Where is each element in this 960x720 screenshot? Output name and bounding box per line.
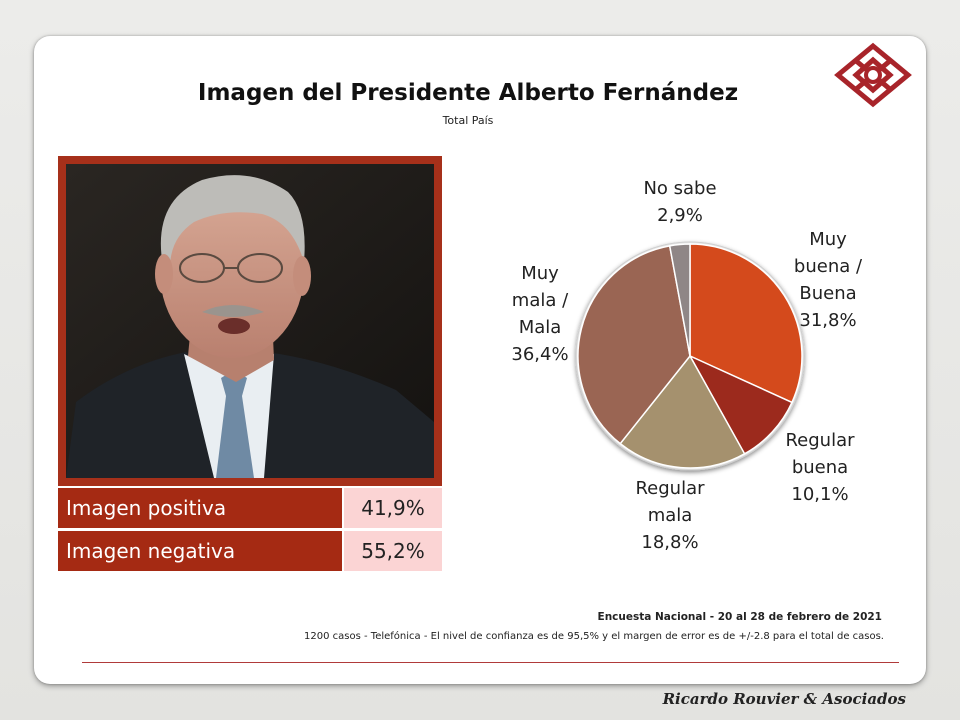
survey-note: 1200 casos - Telefónica - El nivel de co…	[304, 631, 884, 642]
pie-label-text: No sabe	[643, 178, 717, 199]
pie-value-text: 2,9%	[657, 205, 703, 226]
diamond-lattice-logo	[834, 42, 912, 108]
pie-label-text: Buena	[799, 283, 857, 304]
image-summary-table: Imagen positiva 41,9% Imagen negativa 55…	[58, 488, 442, 574]
pie-label-text: mala	[647, 505, 693, 526]
photo-frame	[58, 156, 442, 486]
pie-label-text: mala /	[511, 290, 569, 311]
pie-label-text: buena /	[793, 256, 863, 277]
pie-value-text: 18,8%	[641, 532, 699, 553]
pie-label-text: Muy	[809, 229, 847, 250]
pie-label-text: buena	[791, 457, 849, 478]
footer-divider	[82, 662, 899, 663]
pie-label-no-sabe: No sabe 2,9%	[628, 175, 732, 229]
pie-label-regular-mala: Regular mala 18,8%	[622, 475, 718, 556]
pie-label-regular-buena: Regular buena 10,1%	[772, 427, 868, 508]
negative-image-value: 55,2%	[344, 531, 442, 571]
pie-svg	[575, 241, 805, 471]
positive-image-label: Imagen positiva	[58, 488, 344, 528]
page-title: Imagen del Presidente Alberto Fernández	[197, 80, 739, 106]
pie-value-text: 36,4%	[511, 344, 569, 365]
pie-slice-1	[688, 354, 793, 455]
pie-slice-2	[619, 354, 746, 469]
pie-slice-4	[668, 243, 691, 357]
survey-title: Encuesta Nacional - 20 al 28 de febrero …	[597, 611, 882, 623]
pie-slice-3	[577, 244, 691, 445]
negative-image-row: Imagen negativa 55,2%	[58, 531, 442, 571]
pie-value-text: 31,8%	[799, 310, 857, 331]
page-subtitle: Total País	[442, 114, 494, 127]
brand-name: Ricardo Rouvier & Asociados	[662, 690, 906, 708]
pie-label-text: Mala	[518, 317, 562, 338]
pie-value-text: 10,1%	[791, 484, 849, 505]
pie-label-text: Regular	[635, 478, 705, 499]
positive-image-row: Imagen positiva 41,9%	[58, 488, 442, 528]
pie-label-text: Regular	[785, 430, 855, 451]
pie-chart	[560, 226, 820, 486]
pie-label-muy-mala: Muy mala / Mala 36,4%	[498, 260, 582, 368]
pie-slice-0	[689, 243, 803, 404]
pie-label-muy-buena: Muy buena / Buena 31,8%	[780, 226, 876, 334]
negative-image-label: Imagen negativa	[58, 531, 344, 571]
pie-label-text: Muy	[521, 263, 559, 284]
positive-image-value: 41,9%	[344, 488, 442, 528]
president-portrait	[66, 164, 434, 478]
